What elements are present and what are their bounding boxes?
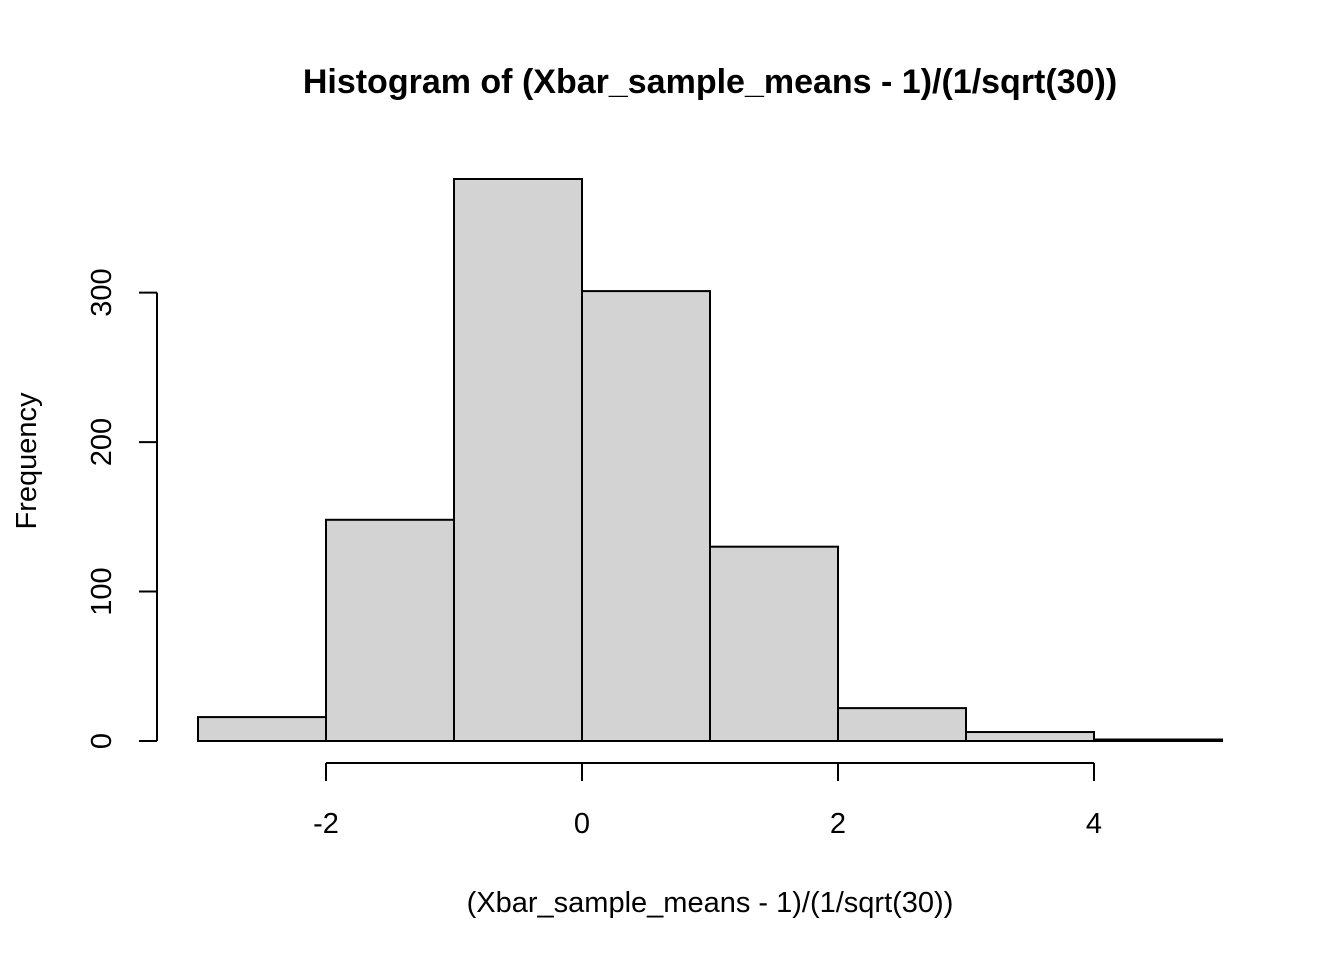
histogram-bar-1 (325, 518, 455, 742)
histogram-bar-0 (197, 716, 327, 742)
histogram-bars (197, 178, 1223, 743)
y-tick-label: 100 (86, 567, 118, 615)
histogram-bar-4 (709, 545, 839, 742)
histogram-bar-3 (581, 290, 711, 742)
x-tick-label: 0 (574, 808, 590, 840)
x-tick-label: 2 (830, 808, 846, 840)
y-axis: 0 100 200 300 (86, 268, 158, 749)
histogram-bar-6 (965, 731, 1095, 743)
y-tick-label: 300 (86, 268, 118, 316)
y-axis-label: Frequency (11, 392, 43, 530)
histogram-bar-7 (1093, 738, 1223, 742)
x-tick-label: -2 (313, 808, 339, 840)
y-tick-label: 0 (86, 733, 118, 749)
histogram-bar-2 (453, 178, 583, 742)
chart-title: Histogram of (Xbar_sample_means - 1)/(1/… (303, 63, 1117, 101)
x-tick-label: 4 (1086, 808, 1102, 840)
x-axis-label: (Xbar_sample_means - 1)/(1/sqrt(30)) (467, 887, 954, 919)
y-tick-label: 200 (86, 418, 118, 466)
histogram-bar-5 (837, 707, 967, 742)
x-axis: -2 0 2 4 (313, 762, 1102, 840)
